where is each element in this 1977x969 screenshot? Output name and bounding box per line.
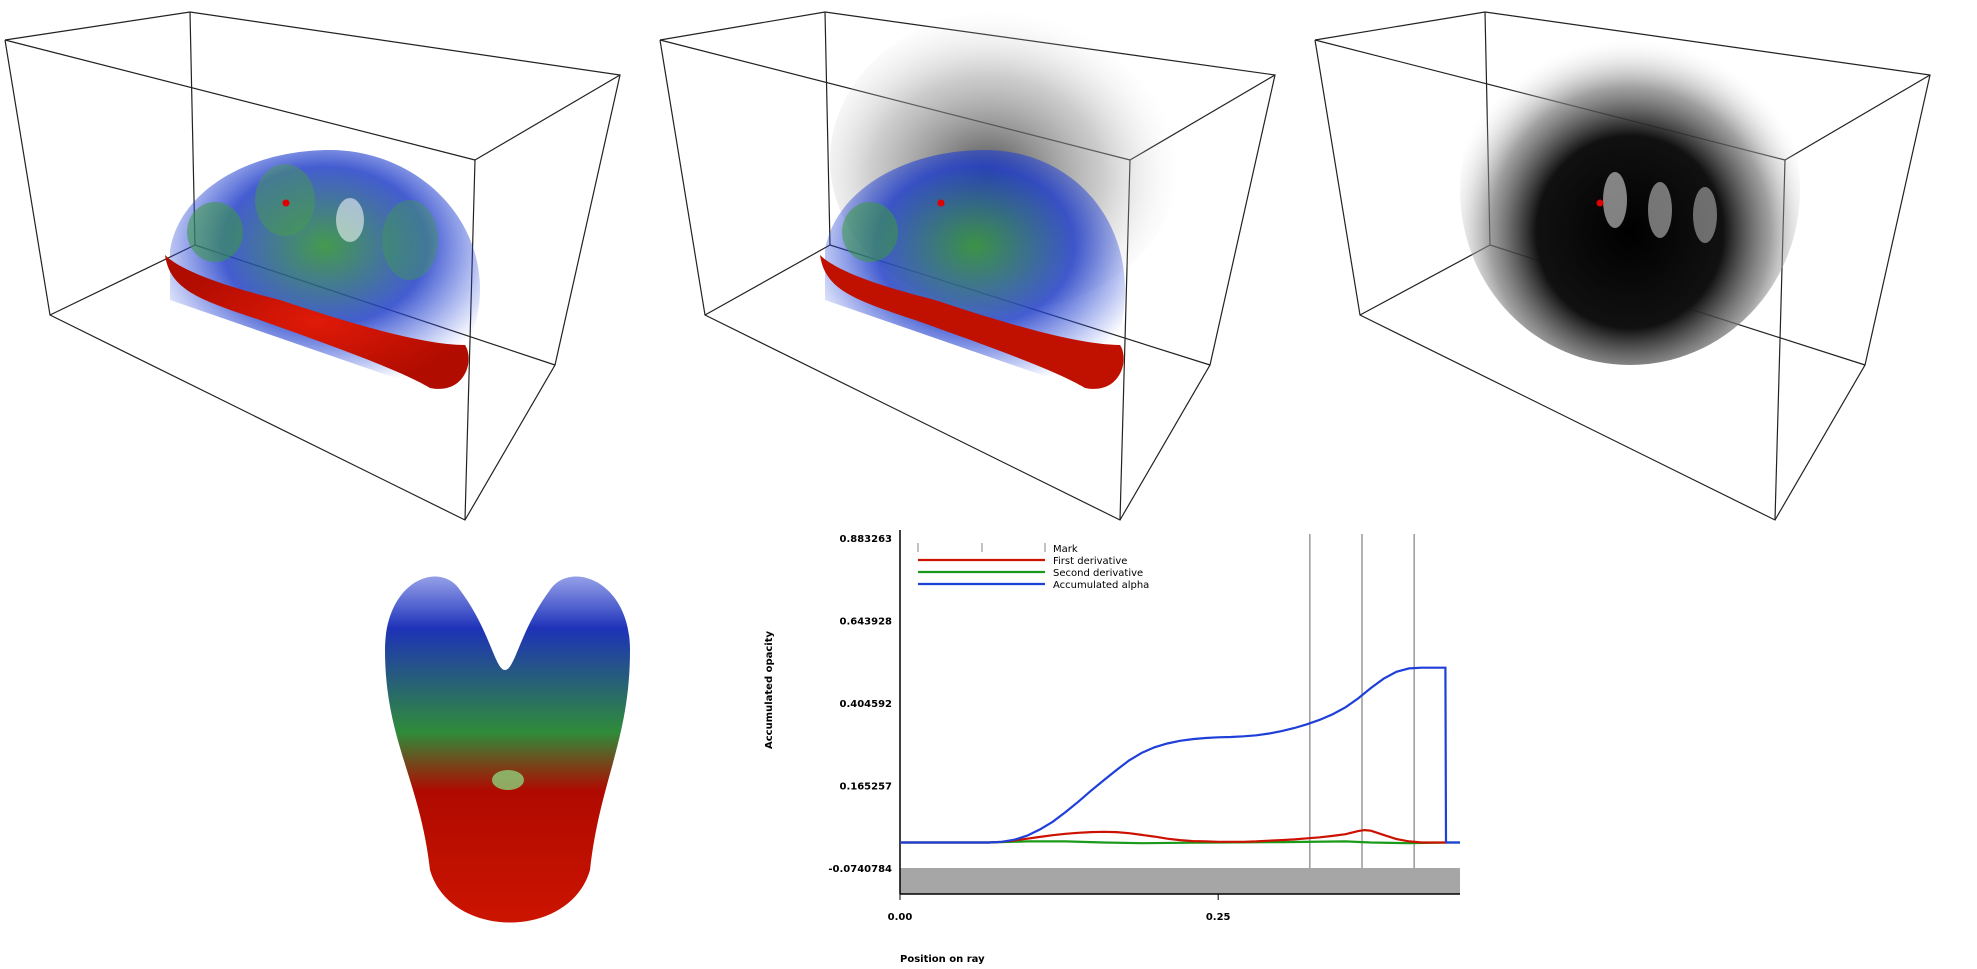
y-tick-label: -0.0740784 [828,864,892,875]
series-line-first-derivative [900,828,1448,844]
series-line-second-derivative [900,840,1460,845]
volume-render-top-view [385,576,630,923]
volume-blob [1460,15,1800,365]
series-line-accumulated-alpha [900,666,1448,844]
volume-blob [165,150,480,390]
y-tick-label: 0.643928 [839,616,892,627]
volume-render-colored-with-grey [659,10,1276,521]
x-axis-label: Position on ray [900,954,985,965]
legend-label: Accumulated alpha [1053,580,1149,591]
ray-profile-chart: 0.883263 0.643928 0.404592 0.165257 -0.07407… [764,530,1460,965]
legend-label: Second derivative [1053,568,1143,579]
y-axis-label: Accumulated opacity [764,630,775,749]
y-tick-label: 0.165257 [839,782,892,793]
volume-blob [385,576,630,923]
x-tick-label: 0.00 [888,912,913,923]
y-tick-label: 0.883263 [839,534,892,545]
legend-label: Mark [1053,544,1078,555]
legend-label: First derivative [1053,556,1127,567]
volume-blob [820,10,1180,390]
x-tick-label: 0.25 [1206,912,1231,923]
volume-render-greyscale [1314,11,1931,521]
plot-ground-band [900,868,1460,894]
volume-render-colored-1 [4,11,621,521]
y-tick-label: 0.404592 [839,699,892,710]
